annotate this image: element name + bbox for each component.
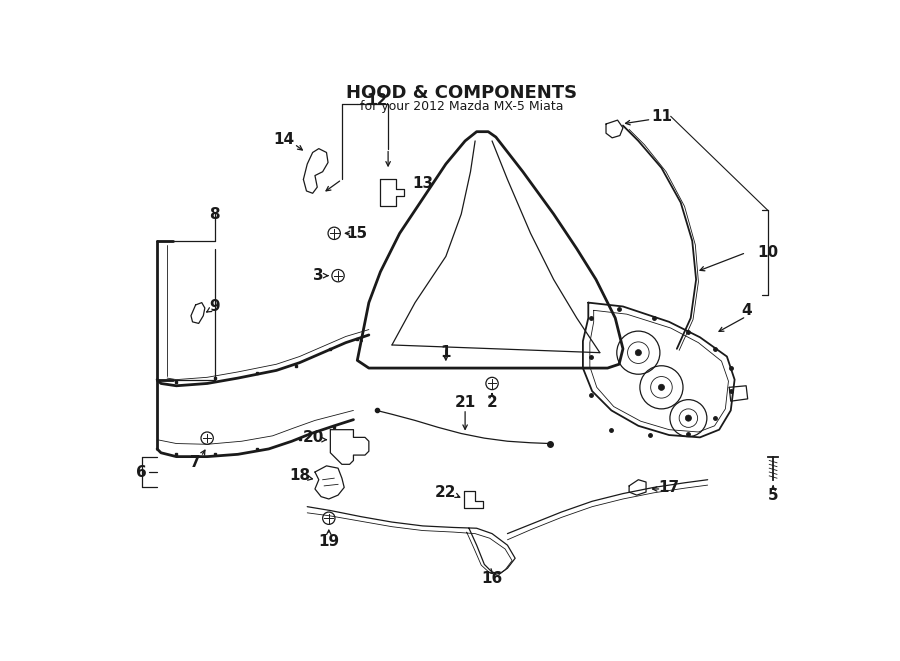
Text: 13: 13 xyxy=(412,176,433,191)
Text: 3: 3 xyxy=(313,268,324,283)
Text: 18: 18 xyxy=(289,469,310,483)
Text: HOOD & COMPONENTS: HOOD & COMPONENTS xyxy=(346,84,577,102)
Text: 15: 15 xyxy=(346,226,368,241)
Text: 22: 22 xyxy=(435,485,456,500)
Circle shape xyxy=(635,350,642,356)
Text: 17: 17 xyxy=(659,480,680,495)
Text: 11: 11 xyxy=(651,109,672,124)
Text: 5: 5 xyxy=(768,488,778,502)
Text: 19: 19 xyxy=(319,534,339,549)
Text: 2: 2 xyxy=(487,395,498,410)
Text: for your 2012 Mazda MX-5 Miata: for your 2012 Mazda MX-5 Miata xyxy=(359,100,563,113)
Text: 1: 1 xyxy=(441,345,451,360)
Text: 20: 20 xyxy=(302,430,324,445)
Text: 7: 7 xyxy=(190,455,201,469)
Text: 10: 10 xyxy=(757,245,778,260)
Circle shape xyxy=(659,384,664,391)
Text: 21: 21 xyxy=(454,395,476,410)
Text: 4: 4 xyxy=(741,303,751,318)
Text: 8: 8 xyxy=(210,207,220,221)
Text: 12: 12 xyxy=(366,93,387,108)
Text: 6: 6 xyxy=(136,465,147,479)
Text: 14: 14 xyxy=(274,132,294,147)
Text: 9: 9 xyxy=(210,299,220,314)
Circle shape xyxy=(685,415,691,421)
Text: 16: 16 xyxy=(482,571,503,586)
